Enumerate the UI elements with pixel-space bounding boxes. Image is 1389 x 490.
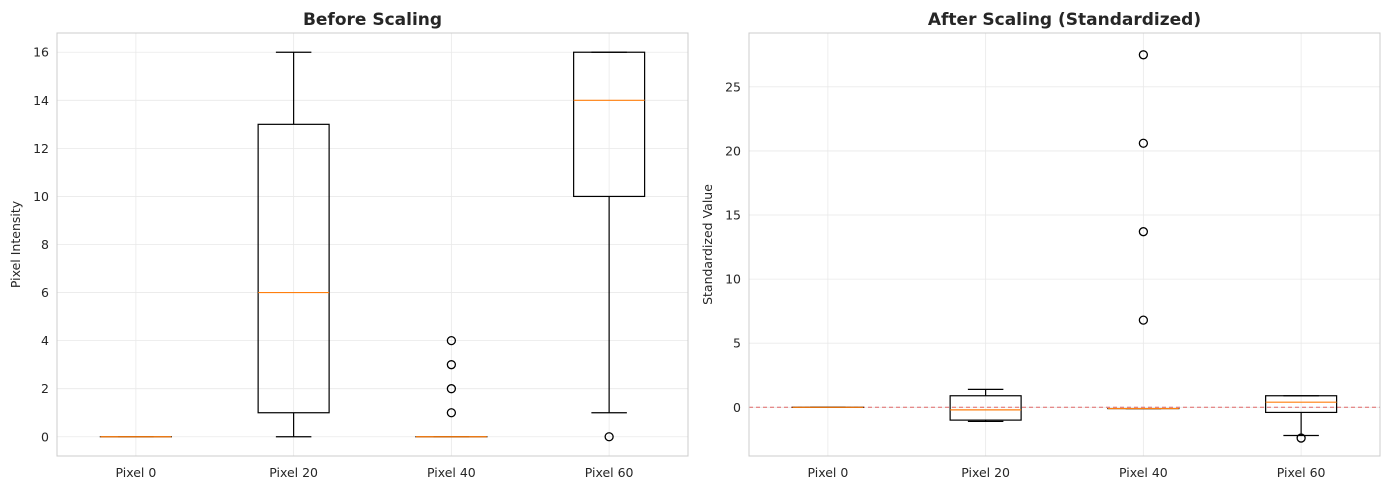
box-pixel-40: [415, 335, 488, 438]
axes-frame: [748, 32, 1381, 457]
box-pixel-60: [573, 51, 646, 442]
x-tick-label: Pixel 40: [427, 465, 476, 480]
y-tick-label: 6: [41, 285, 49, 300]
chart-title: Before Scaling: [303, 10, 442, 30]
box-pixel-20: [949, 388, 1022, 422]
box-pixel-60: [1265, 395, 1338, 443]
x-tick-label: Pixel 60: [585, 465, 634, 480]
y-tick-label: 5: [733, 336, 741, 351]
y-tick-label: 0: [733, 400, 741, 415]
y-tick-label: 0: [41, 429, 49, 444]
outlier-point: [604, 432, 614, 442]
box-iqr: [257, 123, 330, 414]
outlier-point: [1138, 138, 1149, 148]
x-tick-label: Pixel 20: [269, 465, 318, 480]
y-tick-label: 25: [725, 79, 741, 94]
y-axis-label: Standardized Value: [700, 184, 715, 305]
y-axis-label: Pixel Intensity: [8, 200, 23, 288]
box-iqr: [573, 51, 646, 198]
axes-frame: [56, 32, 689, 457]
panel-2: 0 5 10 15 20 25 Pixel 0 Pixel 20 Pixel 40 Pixel 6…: [700, 10, 1381, 480]
y-tick-label: 15: [725, 208, 741, 223]
y-tick-label: 4: [41, 333, 49, 348]
outlier-point: [1138, 227, 1149, 237]
y-tick-label: 12: [33, 141, 49, 156]
y-tick-label: 8: [41, 237, 49, 252]
outlier-point: [1138, 315, 1149, 325]
y-tick-label: 10: [725, 272, 741, 287]
outlier-point: [446, 335, 457, 346]
x-tick-label: Pixel 0: [115, 465, 156, 480]
box-iqr: [1265, 395, 1338, 414]
outlier-point: [446, 384, 457, 394]
x-tick-label: Pixel 0: [807, 465, 848, 480]
y-tick-label: 10: [33, 189, 49, 204]
x-tick-label: Pixel 60: [1277, 465, 1326, 480]
box-pixel-20: [257, 51, 330, 438]
x-tick-label: Pixel 40: [1119, 465, 1168, 480]
y-tick-label: 2: [41, 381, 49, 396]
plot-area: [749, 33, 1380, 456]
outlier-point: [446, 408, 457, 418]
box-pixel-40: [1107, 50, 1180, 410]
panel-1: 0 2 4 6 8 10 12 14 16 Pixel 0 Pixel 20 Pixel 40 Pixe…: [8, 10, 689, 480]
x-tick-label: Pixel 20: [961, 465, 1010, 480]
y-tick-label: 16: [33, 45, 49, 60]
y-tick-label: 20: [725, 143, 741, 158]
outlier-point: [1296, 433, 1306, 443]
chart-title: After Scaling (Standardized): [928, 10, 1201, 30]
outlier-point: [1138, 50, 1149, 60]
outlier-point: [446, 360, 457, 370]
y-tick-label: 14: [33, 93, 49, 108]
box-iqr: [949, 395, 1022, 421]
